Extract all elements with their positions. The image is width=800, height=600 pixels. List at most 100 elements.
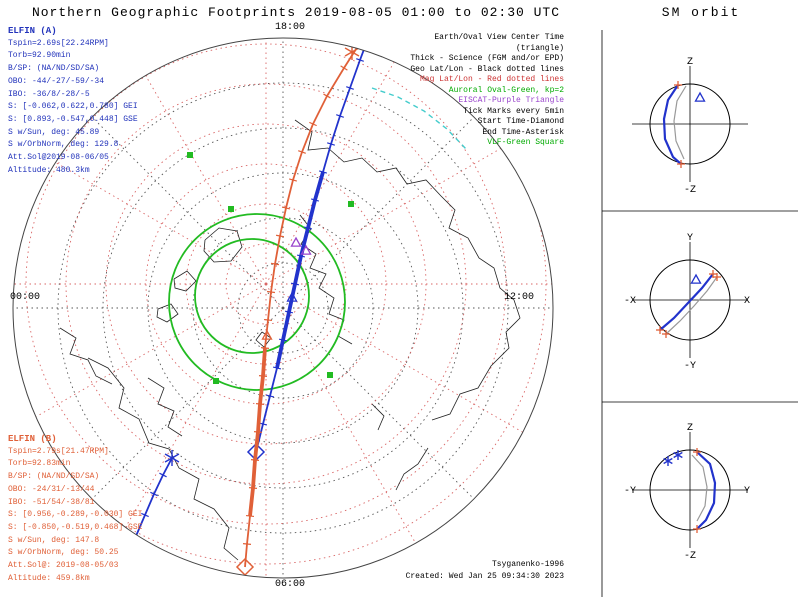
info-line: IBO: -51/54/-38/81 <box>8 497 95 507</box>
info-line: B/SP: (NA/ND/SD/SA) <box>8 472 100 482</box>
sm-orbit-title: SM orbit <box>661 5 741 20</box>
info-line: S w/OrbNorm, deg: 129.8 <box>8 140 119 150</box>
tick-mark-5min <box>263 318 273 322</box>
panel-orbit <box>673 85 687 160</box>
panel-axis-label: X <box>744 296 750 307</box>
satellite-name: ELFIN (A) <box>8 26 57 36</box>
view-center-triangle <box>261 329 273 340</box>
info-line: Torb=92.83min <box>8 459 71 469</box>
track-elfin-a <box>255 43 367 453</box>
tick-mark-5min <box>266 290 276 294</box>
coastline <box>59 327 113 385</box>
info-line: S: [0.956,-0.289,-0.030] GEI <box>8 510 143 520</box>
info-line: OBO: -44/-27/-59/-34 <box>8 76 105 86</box>
tick-mark-5min <box>270 262 280 266</box>
end-time-asterisk <box>344 47 360 57</box>
eiscat-triangle <box>290 236 302 247</box>
panel-orbit <box>662 84 682 165</box>
satellite-name: ELFIN (B) <box>8 434 57 444</box>
info-line: Torb=92.90min <box>8 51 71 61</box>
tick-mark-5min <box>340 65 348 71</box>
page-title: Northern Geographic Footprints 2019-08-0… <box>31 5 561 20</box>
info-line: S w/OrbNorm, deg: 50.25 <box>8 548 119 558</box>
map-layer <box>13 38 553 578</box>
vlf-station-square <box>327 372 333 378</box>
vlf-station-square <box>187 152 193 158</box>
tick-mark-5min <box>288 178 298 182</box>
panel-axis-label: Z <box>687 57 693 68</box>
tick-mark-5min <box>323 93 331 99</box>
info-line: Altitude: 480.3km <box>8 165 90 175</box>
panel-axis-label: -Z <box>684 551 696 562</box>
panel-view-center-triangle <box>694 91 706 102</box>
legend-line: Auroral Oval-Green, kp=2 <box>448 85 564 95</box>
grid-radial <box>282 81 510 309</box>
panel-end-asterisk <box>673 451 683 459</box>
panel-axis-label: -Y <box>624 486 636 497</box>
info-line: S w/Sun, deg: 147.8 <box>8 535 100 545</box>
grid-radial <box>56 81 284 309</box>
tick-mark-5min <box>281 206 291 210</box>
panel-orbit <box>659 273 714 331</box>
mlt-label-0000: 00:00 <box>10 292 41 303</box>
model-credit: Tsyganenko-1996 <box>491 560 564 569</box>
grid-radial <box>265 283 544 445</box>
info-line: Att.Sol@2019-08-06/05 <box>8 153 109 163</box>
tick-mark-5min <box>265 394 275 398</box>
info-line: Altitude: 459.8km <box>8 573 90 583</box>
info-line: OBO: -24/31/-13/44 <box>8 484 95 494</box>
mlt-label-1200: 12:00 <box>504 292 535 303</box>
legend: Earth/Oval View Center Time (triangle) Th… <box>384 33 564 149</box>
panel-earth-circle <box>649 83 731 165</box>
panel-orbit <box>696 451 717 530</box>
legend-line: Earth/Oval View Center Time (triangle) <box>434 33 564 53</box>
legend-line: VLF-Green Square <box>487 138 564 147</box>
legend-line: Thick - Science (FGM and/or EPD) <box>410 54 564 63</box>
terminator-line <box>371 87 467 150</box>
mlt-label-1800: 18:00 <box>274 22 305 33</box>
grid-radial <box>105 283 267 562</box>
created-timestamp: Created: Wed Jan 25 09:34:30 2023 <box>405 572 564 581</box>
info-line: Tspin=2.79s[21.47RPM] <box>8 446 109 456</box>
panel-earth-circle <box>649 449 731 531</box>
end-time-asterisk <box>164 453 180 463</box>
tick-mark-5min <box>150 491 158 497</box>
info-line: B/SP: (NA/ND/SD/SA) <box>8 64 100 74</box>
legend-line: EISCAT-Purple Triangle <box>458 96 564 105</box>
elfin-a-info: ELFIN (A) Tspin=2.69s[22.24RPM] Torb=92.90… <box>8 25 138 177</box>
view-center-triangle <box>286 291 298 302</box>
coastline <box>255 331 272 348</box>
eiscat-triangle <box>300 244 312 255</box>
info-line: S w/Sun, deg: 45.89 <box>8 127 100 137</box>
coastline <box>156 303 179 323</box>
tick-mark-5min <box>326 142 336 146</box>
info-line: Tspin=2.69s[22.24RPM] <box>8 38 109 48</box>
mlt-label-0600: 06:00 <box>274 579 305 590</box>
tick-mark-5min <box>141 512 149 518</box>
panel-axis-label: -Y <box>684 361 696 372</box>
grid-radial <box>265 283 427 562</box>
info-line: Att.Sol@: 2019-08-05/03 <box>8 561 119 571</box>
coastline <box>173 270 197 292</box>
coastline <box>294 119 521 421</box>
panel-axis-label: -X <box>624 296 636 307</box>
info-line: IBO: -36/8/-28/-5 <box>8 89 90 99</box>
legend-line: End Time-Asterisk <box>482 127 564 137</box>
coastline <box>147 377 183 437</box>
panel-axis-label: Y <box>744 486 750 497</box>
grid-radial <box>265 123 544 285</box>
legend-line: Geo Lat/Lon - Black dotted lines <box>410 64 564 74</box>
info-line: S: [-0.850,-0.519,0.468] GSE <box>8 522 143 532</box>
tick-mark-5min <box>356 58 364 62</box>
tick-mark-5min <box>346 86 354 90</box>
coastline <box>371 403 385 431</box>
grid-radial <box>265 38 427 285</box>
auroral-oval-ring <box>194 238 310 354</box>
tick-mark-5min <box>309 121 317 127</box>
panel-orbit <box>691 454 708 522</box>
tick-mark-5min <box>275 234 285 238</box>
legend-line: Start Time-Diamond <box>477 117 564 126</box>
auroral-oval-ring <box>168 213 346 391</box>
tick-mark-5min <box>159 472 167 478</box>
